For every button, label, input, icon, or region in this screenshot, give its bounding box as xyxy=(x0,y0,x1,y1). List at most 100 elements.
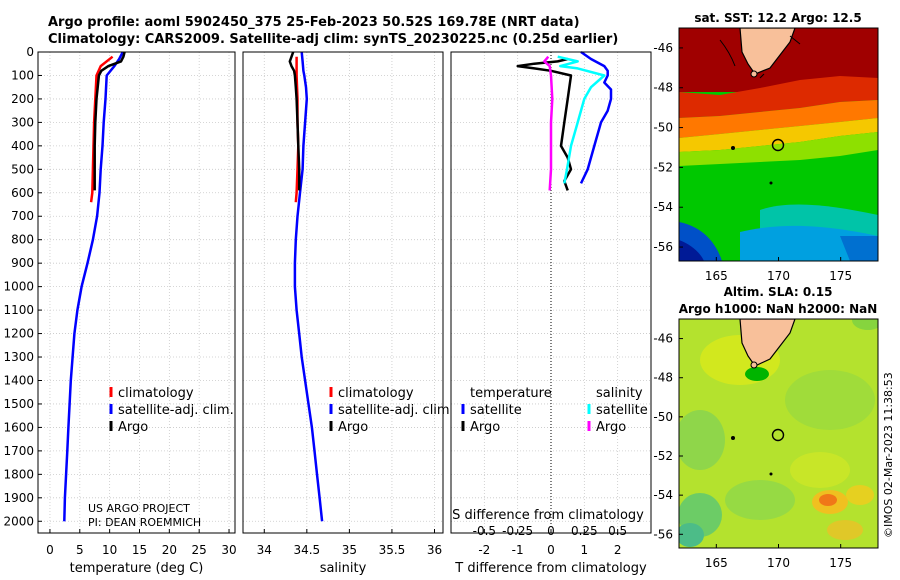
legend-label: Argo xyxy=(470,420,500,435)
map-x-tick-label: 175 xyxy=(829,556,852,570)
sst-map-title: sat. SST: 12.2 Argo: 12.5 xyxy=(694,11,861,25)
x-tick-label: -1 xyxy=(512,543,524,557)
y-tick-label: 500 xyxy=(11,162,34,176)
x-tick-label: 36 xyxy=(427,543,442,557)
temperature-series-argo xyxy=(93,51,126,191)
salinity-panel: 34 34.5 35 35.5 36 salinity climatology satelli… xyxy=(242,51,454,576)
map-y-tick-label: -56 xyxy=(653,527,673,541)
y-tick-label: 1900 xyxy=(3,491,34,505)
s-tick-label: 0.25 xyxy=(571,524,598,538)
x-tick-label: 5 xyxy=(76,543,84,557)
map-y-tick-label: -52 xyxy=(653,160,673,174)
difference-series-t-argo xyxy=(516,57,573,191)
map-x-tick-label: 170 xyxy=(767,269,790,283)
map-x-tick-label: 175 xyxy=(829,269,852,283)
map-y-tick-label: -56 xyxy=(653,240,673,254)
y-tick-label: 200 xyxy=(11,92,34,106)
salinity-plot-area xyxy=(243,52,443,533)
x-tick-label: 34.5 xyxy=(293,543,320,557)
salinity-legend: climatology satellite-adj. clim. Argo xyxy=(329,386,454,435)
legend-label: climatology xyxy=(338,386,414,401)
x-tick-label: 35.5 xyxy=(379,543,406,557)
map-y-tick-label: -46 xyxy=(653,332,673,346)
s-tick-label: 0.5 xyxy=(608,524,627,538)
difference-legend: temperature salinity satellite Argo satellit… xyxy=(461,386,648,435)
x-tick-label: 15 xyxy=(132,543,147,557)
salinity-series-argo xyxy=(288,51,301,191)
difference-series-s-argo xyxy=(543,55,554,191)
map-y-tick-label: -50 xyxy=(653,410,673,424)
map-axes: 165 170 175 -46 -48 -50 -52 -54 -56 165 170 175 -46 -… xyxy=(653,41,852,570)
sst-float-marker xyxy=(771,138,785,152)
x-tick-label: -2 xyxy=(478,543,490,557)
y-tick-label: 1100 xyxy=(3,303,34,317)
header-title-line1: Argo profile: aoml 5902450_375 25-Feb-20… xyxy=(48,15,580,30)
map-y-tick-label: -48 xyxy=(653,371,673,385)
y-tick-label: 1800 xyxy=(3,467,34,481)
legend-label: Argo xyxy=(338,420,368,435)
sla-float-marker xyxy=(771,428,785,442)
y-tick-label: 1300 xyxy=(3,350,34,364)
sla-map: Altim. SLA: 0.15 Argo h1000: NaN h2000: … xyxy=(678,285,879,549)
map-x-tick-label: 165 xyxy=(705,269,728,283)
legend-label: climatology xyxy=(118,386,194,401)
x-tick-label: 25 xyxy=(192,543,207,557)
x-tick-label: 35 xyxy=(342,543,357,557)
y-tick-label: 2000 xyxy=(3,514,34,528)
salinity-frame xyxy=(242,51,444,534)
y-tick-label: 300 xyxy=(11,115,34,129)
legend-label: satellite-adj. clim. xyxy=(118,403,234,418)
legend-salinity-header: salinity xyxy=(596,386,643,401)
difference-xlabel: T difference from climatology xyxy=(454,561,647,576)
sst-field xyxy=(679,28,878,261)
difference-series-t-satellite xyxy=(579,50,613,184)
x-tick-label: 34 xyxy=(257,543,272,557)
y-tick-label: 1700 xyxy=(3,444,34,458)
sla-field xyxy=(679,319,878,548)
y-tick-label: 1000 xyxy=(3,280,34,294)
imos-watermark: ©IMOS 02-Mar-2023 11:38:53 xyxy=(882,372,895,538)
y-tick-label: 0 xyxy=(26,45,34,59)
y-tick-label: 800 xyxy=(11,233,34,247)
difference-panel: -2 -1 0 1 2 T difference from climatology temp… xyxy=(450,50,652,576)
x-tick-label: 20 xyxy=(162,543,177,557)
sla-map-title-line1: Altim. SLA: 0.15 xyxy=(724,285,833,299)
salinity-series-satellite-adj-clim- xyxy=(293,51,324,522)
map-y-tick-label: -48 xyxy=(653,81,673,95)
y-tick-label: 400 xyxy=(11,139,34,153)
map-y-tick-label: -50 xyxy=(653,121,673,135)
temperature-legend: climatology satellite-adj. clim. Argo xyxy=(109,386,234,435)
x-tick-label: 10 xyxy=(102,543,117,557)
salinity-xlabel: salinity xyxy=(320,561,367,576)
sst-map: sat. SST: 12.2 Argo: 12.5 xyxy=(678,11,879,262)
credit-line1: US ARGO PROJECT xyxy=(88,502,190,515)
x-tick-label: 1 xyxy=(581,543,589,557)
y-tick-label: 1500 xyxy=(3,397,34,411)
legend-temperature-header: temperature xyxy=(470,386,552,401)
y-tick-label: 900 xyxy=(11,256,34,270)
x-tick-label: 2 xyxy=(614,543,622,557)
header-title-line2: Climatology: CARS2009. Satellite-adj cli… xyxy=(48,32,619,47)
map-y-tick-label: -54 xyxy=(653,488,673,502)
y-tick-label: 700 xyxy=(11,209,34,223)
map-x-tick-label: 165 xyxy=(705,556,728,570)
y-tick-label: 1600 xyxy=(3,420,34,434)
s-tick-label: 0 xyxy=(547,524,555,538)
legend-label: Argo xyxy=(118,420,148,435)
legend-label: satellite xyxy=(596,403,648,418)
x-tick-label: 0 xyxy=(547,543,555,557)
y-tick-label: 100 xyxy=(11,68,34,82)
salinity-gridlines xyxy=(243,51,443,533)
s-tick-label: -0.5 xyxy=(473,524,496,538)
map-2-axes: 165 170 175 -46 -48 -50 -52 -54 -56 xyxy=(653,332,852,570)
difference-xlabel-top: S difference from climatology xyxy=(452,508,644,523)
y-tick-label: 600 xyxy=(11,186,34,200)
map-1-axes: 165 170 175 -46 -48 -50 -52 -54 -56 xyxy=(653,41,852,283)
legend-label: Argo xyxy=(596,420,626,435)
temperature-panel: 0 5 10 15 20 25 30 temperature (deg C) 0 100 200 30… xyxy=(3,45,236,576)
map-x-tick-label: 170 xyxy=(767,556,790,570)
temperature-frame xyxy=(37,51,236,534)
temperature-plot-area xyxy=(38,52,235,533)
